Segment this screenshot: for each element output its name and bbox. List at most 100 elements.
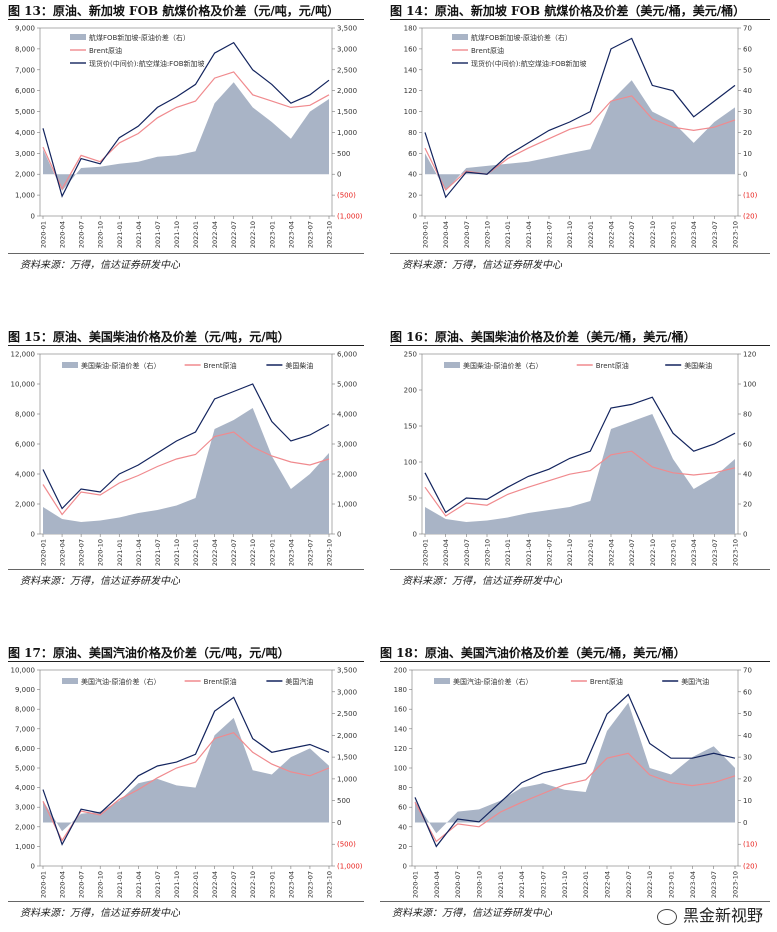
source-note: 资料来源：万得，信达证券研发中心 <box>20 908 180 919</box>
y-left-tick-label: 100 <box>394 765 407 773</box>
legend-product-label: 现货价(中间价):航空煤油:FOB新加坡 <box>471 59 587 68</box>
spread-area <box>425 80 735 191</box>
y-left-tick-label: 0 <box>31 863 35 871</box>
brent-line <box>42 431 330 516</box>
x-tick-label: 2022-07 <box>628 539 636 566</box>
product-line <box>42 696 330 846</box>
x-tick-label: 2022-07 <box>628 221 636 248</box>
x-tick-label: 2020-01 <box>422 539 430 566</box>
chart-title: 图 13：原油、新加坡 FOB 航煤价格及价差（元/吨，元/吨） <box>8 4 340 18</box>
x-tick-label: 2021-04 <box>135 871 143 898</box>
y-left-tick-label: 8,000 <box>15 411 35 419</box>
y-left-tick-label: 140 <box>394 725 407 733</box>
x-tick-label: 2022-01 <box>192 539 200 566</box>
spread-area <box>43 717 329 832</box>
x-tick-label: 2023-07 <box>306 871 314 898</box>
x-tick-label: 2022-04 <box>211 221 219 248</box>
plot-frame <box>39 27 333 217</box>
y-left-tick-label: 2,000 <box>15 501 35 509</box>
y-right-tick-label: 60 <box>743 688 752 696</box>
x-tick-label: 2020-07 <box>454 871 462 898</box>
x-tick-label: 2022-10 <box>249 871 257 898</box>
legend-spread-label: 美国柴油-原油价差（右） <box>81 361 161 370</box>
legend-spread-label: 美国汽油-原油价差（右） <box>81 677 161 686</box>
y-right-tick-label: 1,000 <box>337 775 357 783</box>
x-tick-label: 2020-10 <box>476 871 484 898</box>
legend-brent-label: Brent原油 <box>590 677 623 686</box>
x-tick-label: 2020-07 <box>78 539 86 566</box>
y-right-tick-label: 1,000 <box>337 129 357 137</box>
y-right-tick-label: 0 <box>743 171 747 179</box>
x-tick-label: 2020-04 <box>59 871 67 898</box>
title-rule <box>8 19 364 20</box>
y-right-tick-label: 4,000 <box>337 411 357 419</box>
source-rule <box>8 569 364 570</box>
x-tick-label: 2021-01 <box>116 539 124 566</box>
y-left-tick-label: 9,000 <box>15 25 35 33</box>
y-right-tick-label: 2,000 <box>337 732 357 740</box>
y-left-tick-label: 10,000 <box>11 667 36 675</box>
y-left-tick-label: 50 <box>408 495 417 503</box>
x-tick-label: 2022-10 <box>249 539 257 566</box>
x-tick-label: 2023-04 <box>287 871 295 898</box>
y-left-tick-label: 150 <box>404 423 417 431</box>
y-right-tick-label: 50 <box>743 710 752 718</box>
spread-area <box>425 414 735 534</box>
x-tick-label: 2021-04 <box>135 221 143 248</box>
y-left-tick-label: 6,000 <box>15 441 35 449</box>
y-left-tick-label: 3,000 <box>15 150 35 158</box>
x-tick-label: 2021-10 <box>566 221 574 248</box>
legend-brent-label: Brent原油 <box>471 46 504 55</box>
x-tick-label: 2021-10 <box>561 871 569 898</box>
legend-spread-label: 航煤FOB新加坡-原油价差（右） <box>89 33 190 42</box>
y-right-tick-label: 5,000 <box>337 381 357 389</box>
x-tick-label: 2023-10 <box>732 221 740 248</box>
x-tick-label: 2022-01 <box>587 539 595 566</box>
product-line <box>42 383 330 510</box>
y-left-tick-label: 20 <box>408 192 417 200</box>
y-left-tick-label: 180 <box>404 25 417 33</box>
title-rule <box>8 661 364 662</box>
y-right-tick-label: 500 <box>337 797 350 805</box>
x-tick-label: 2021-04 <box>135 539 143 566</box>
y-left-tick-label: 40 <box>408 171 417 179</box>
brent-line <box>414 752 736 843</box>
title-rule <box>390 19 770 20</box>
y-right-tick-label: 80 <box>743 411 752 419</box>
wechat-logo-icon <box>656 908 677 925</box>
y-right-tick-label: 0 <box>337 171 341 179</box>
legend-spread-swatch <box>452 34 468 40</box>
x-tick-label: 2022-10 <box>249 221 257 248</box>
y-left-tick-label: 2,000 <box>15 823 35 831</box>
chart-title: 图 15：原油、美国柴油价格及价差（元/吨，元/吨） <box>8 330 290 344</box>
y-right-tick-label: 50 <box>743 66 752 74</box>
watermark: 黑金新视野 <box>656 902 763 926</box>
x-tick-label: 2021-01 <box>116 221 124 248</box>
brent-line <box>42 71 330 191</box>
x-tick-label: 2021-07 <box>546 539 554 566</box>
x-tick-label: 2023-10 <box>326 871 334 898</box>
y-right-tick-label: 20 <box>743 129 752 137</box>
y-left-tick-label: 7,000 <box>15 66 35 74</box>
y-right-tick-label: 2,000 <box>337 471 357 479</box>
spread-area <box>415 702 735 834</box>
x-tick-label: 2020-04 <box>59 221 67 248</box>
y-left-tick-label: 12,000 <box>11 351 36 359</box>
x-tick-label: 2020-01 <box>40 871 48 898</box>
y-right-tick-label: (20) <box>743 863 758 871</box>
y-left-tick-label: 6,000 <box>15 745 35 753</box>
y-left-tick-label: 160 <box>404 45 417 53</box>
product-line <box>424 37 736 199</box>
legend-spread-label: 航煤FOB新加坡-原油价差（右） <box>471 33 572 42</box>
x-tick-label: 2022-07 <box>625 871 633 898</box>
chart-title: 图 14：原油、新加坡 FOB 航煤价格及价差（美元/桶，美元/桶） <box>390 4 746 18</box>
x-tick-label: 2020-07 <box>78 221 86 248</box>
x-tick-label: 2023-07 <box>710 871 718 898</box>
y-right-tick-label: (500) <box>337 841 356 849</box>
x-tick-label: 2021-10 <box>173 221 181 248</box>
x-tick-label: 2020-10 <box>484 539 492 566</box>
x-tick-label: 2023-04 <box>690 539 698 566</box>
y-right-tick-label: (500) <box>337 192 356 200</box>
chart-svg: 0 1,000 2,000 3,000 4,000 5,000 6,000 7,000 8,00… <box>11 667 363 899</box>
plot-frame <box>421 27 739 217</box>
